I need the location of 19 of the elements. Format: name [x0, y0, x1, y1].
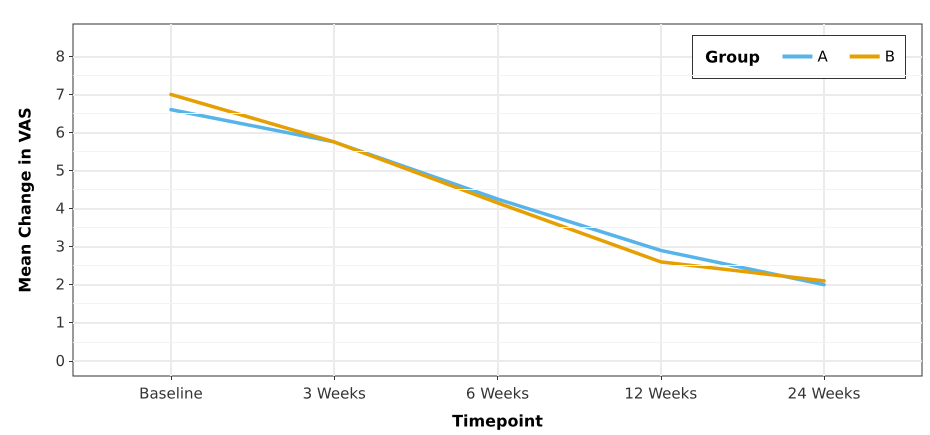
y-tick-label: 2: [55, 276, 65, 294]
y-tick-label: 5: [55, 162, 65, 180]
x-tick-label: 6 Weeks: [466, 384, 530, 402]
x-tick-label: 24 Weeks: [788, 384, 861, 402]
x-tick-label: 12 Weeks: [624, 384, 698, 402]
legend-label: A: [817, 48, 828, 66]
y-tick-label: 8: [55, 47, 65, 66]
legend-title: Group: [705, 48, 760, 66]
y-tick-label: 0: [55, 352, 65, 370]
x-tick-label: 3 Weeks: [302, 384, 366, 402]
y-tick-label: 6: [55, 123, 65, 142]
x-tick-label: Baseline: [139, 384, 203, 402]
y-axis-title: Mean Change in VAS: [16, 107, 34, 293]
x-axis-title: Timepoint: [452, 412, 544, 430]
y-tick-label: 1: [55, 314, 65, 332]
y-tick-label: 3: [55, 238, 65, 256]
y-tick-label: 4: [55, 200, 65, 218]
y-tick-label: 7: [55, 85, 65, 104]
legend-label: B: [884, 48, 896, 66]
